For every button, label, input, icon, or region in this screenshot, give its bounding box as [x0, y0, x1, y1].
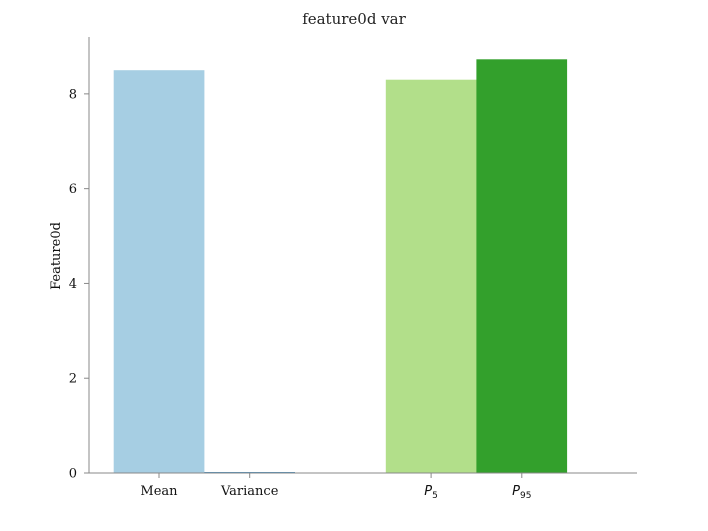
- y-tick-label-4: 8: [69, 87, 77, 102]
- y-axis-label: Feature0d: [49, 222, 64, 290]
- x-tick-label-4: P95: [512, 484, 531, 501]
- bar-3: [385, 79, 477, 473]
- y-tick-label-2: 4: [69, 277, 77, 292]
- y-tick-label-3: 6: [69, 182, 77, 197]
- bars-group: [113, 59, 568, 474]
- x-tick-label-3: P5: [424, 484, 438, 501]
- y-tick-label-0: 0: [69, 467, 77, 482]
- chart-title: feature0d var: [302, 10, 406, 28]
- x-tick-label-0: Mean: [140, 484, 178, 499]
- y-tick-label-1: 2: [69, 372, 77, 387]
- x-tick-label-1: Variance: [220, 484, 279, 499]
- bar-4: [476, 59, 568, 474]
- y-axis-ticks: 0 2 4 6 8: [69, 87, 89, 482]
- bar-0: [113, 70, 205, 473]
- x-axis-ticks: Mean Variance P5 P95: [140, 473, 531, 501]
